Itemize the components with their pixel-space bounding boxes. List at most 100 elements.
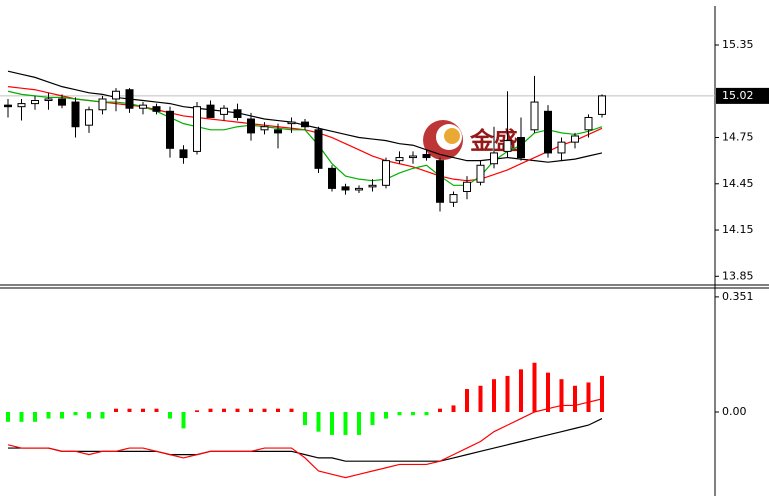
candle-body xyxy=(557,141,566,154)
histogram-bar xyxy=(505,375,510,412)
histogram-bar xyxy=(370,411,375,426)
y-tick-label: 13.85 xyxy=(722,269,754,282)
histogram-bar xyxy=(141,408,145,412)
histogram-bar xyxy=(87,411,91,419)
histogram-bar xyxy=(46,411,51,419)
candle-body xyxy=(179,149,188,159)
y-tick-label: 14.45 xyxy=(722,177,754,190)
histogram-bar xyxy=(289,408,294,412)
candle-body xyxy=(355,187,363,191)
candle-body xyxy=(287,121,296,125)
candle-body xyxy=(395,157,404,162)
histogram-bar xyxy=(127,408,132,412)
histogram-bar xyxy=(586,382,591,412)
histogram-bar xyxy=(532,362,537,412)
candle-body xyxy=(517,137,525,159)
candle-body xyxy=(598,95,606,115)
candle-body xyxy=(4,104,12,108)
candle-body xyxy=(328,167,336,189)
candle-body xyxy=(571,135,579,143)
candle-body xyxy=(584,116,593,131)
y-tick-label: 0.00 xyxy=(722,405,747,418)
candle-body xyxy=(409,155,417,159)
histogram-bar xyxy=(33,411,37,422)
histogram-bar xyxy=(154,408,159,412)
candle-body xyxy=(368,184,377,188)
y-tick-label: 0.351 xyxy=(722,290,754,303)
candle-body xyxy=(17,103,26,108)
histogram-bar xyxy=(262,408,267,412)
histogram-bar xyxy=(465,389,469,412)
histogram-bar xyxy=(19,411,24,422)
candle-body xyxy=(341,186,350,191)
candle-body xyxy=(247,118,255,134)
candle-body xyxy=(314,129,323,169)
candle-body xyxy=(206,104,215,118)
histogram-bar xyxy=(316,411,321,432)
candle-body xyxy=(260,126,269,131)
candle-body xyxy=(44,98,53,102)
y-tick-label: 14.75 xyxy=(722,131,754,144)
candle-body xyxy=(193,106,201,152)
candle-body xyxy=(58,98,66,106)
histogram-bar xyxy=(73,411,78,416)
candle-body xyxy=(476,164,485,183)
candle-body xyxy=(71,101,80,128)
candle-body xyxy=(274,129,282,134)
candle-body xyxy=(112,90,120,100)
histogram-bar xyxy=(6,411,10,422)
candle-body xyxy=(31,100,39,105)
last-price-label: 15.02 xyxy=(722,89,754,102)
histogram-bar xyxy=(195,410,199,412)
histogram-bar xyxy=(546,372,550,412)
histogram-bar xyxy=(276,408,280,412)
candle-body xyxy=(449,194,458,203)
histogram-bar xyxy=(235,408,240,412)
candle-body xyxy=(463,181,471,192)
y-tick-label: 14.15 xyxy=(722,223,754,236)
histogram-bar xyxy=(600,375,604,412)
candle-body xyxy=(530,101,539,131)
histogram-bar xyxy=(222,408,226,412)
histogram-bar xyxy=(451,405,456,412)
histogram-bar xyxy=(60,411,64,419)
y-tick-label: 15.35 xyxy=(722,38,754,51)
histogram-bar xyxy=(438,408,442,412)
histogram-bar xyxy=(330,411,334,435)
histogram-bar xyxy=(519,369,523,412)
histogram-bar xyxy=(168,411,172,419)
candle-body xyxy=(436,160,444,203)
logo xyxy=(444,128,460,144)
candle-body xyxy=(125,89,134,109)
indicator-line xyxy=(7,398,603,479)
histogram-bar xyxy=(478,385,483,412)
candle-body xyxy=(233,109,242,118)
candle-body xyxy=(301,121,309,128)
histogram-bar xyxy=(397,411,402,416)
candle-body xyxy=(152,106,161,112)
candle-body xyxy=(220,107,228,115)
histogram-bar xyxy=(343,411,348,435)
histogram-bar xyxy=(208,408,213,412)
candle-body xyxy=(85,109,93,126)
histogram-bar xyxy=(114,408,118,412)
candle-body xyxy=(490,152,498,165)
candle-body xyxy=(98,98,107,111)
histogram-bar xyxy=(181,411,186,429)
histogram-bar xyxy=(411,411,415,416)
histogram-bar xyxy=(303,411,307,426)
histogram-bar xyxy=(100,411,105,419)
last-price-box xyxy=(716,87,769,104)
histogram-bar xyxy=(492,379,496,412)
candle-body xyxy=(544,110,552,154)
candle-body xyxy=(139,104,147,109)
histogram-bar xyxy=(357,411,361,435)
candle-body xyxy=(503,140,512,152)
histogram-bar xyxy=(384,411,388,419)
histogram-bar xyxy=(424,411,429,416)
histogram-bar xyxy=(573,385,577,412)
histogram-bar xyxy=(249,408,253,412)
candle-body xyxy=(382,160,390,186)
